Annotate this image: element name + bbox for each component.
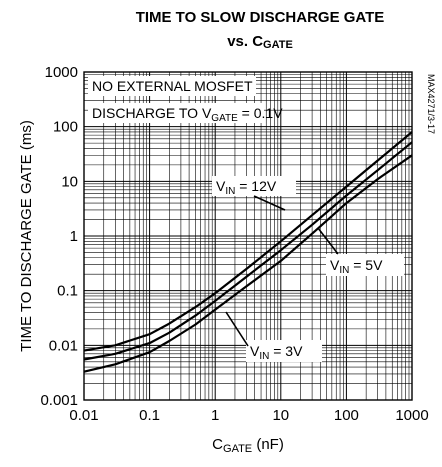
x-tick-label: 0.01	[69, 407, 98, 424]
x-tick-label: 10	[272, 407, 289, 424]
series-line-0	[83, 131, 413, 352]
chart-title-line-2: vs. CGATE	[227, 33, 293, 51]
series-lines	[83, 131, 413, 373]
series-label-0: VIN = 12V	[216, 178, 277, 197]
y-tick-label: 0.001	[40, 392, 78, 409]
annotation-no-external-mosfet: NO EXTERNAL MOSFET	[92, 78, 253, 94]
series-line-2	[83, 154, 413, 373]
annotation-box-discharge	[88, 103, 264, 123]
series-label-box-1	[326, 254, 404, 276]
annotations: NO EXTERNAL MOSFET DISCHARGE TO VGATE = 0…	[88, 74, 436, 362]
y-tick-label: 1000	[45, 64, 78, 81]
x-tick-label: 100	[334, 407, 359, 424]
series-label-2: VIN = 3V	[250, 343, 303, 362]
series-leader-line-0	[253, 195, 286, 211]
x-axis-label: CGATE (nF)	[212, 436, 284, 455]
chart-title-line-1: TIME TO SLOW DISCHARGE GATE	[136, 9, 385, 26]
x-tick-label: 1000	[395, 407, 428, 424]
series-label-box-0	[212, 176, 296, 196]
y-tick-label: 10	[61, 173, 78, 190]
annotation-box-no-mosfet	[88, 76, 256, 96]
series-label-box-2	[246, 340, 322, 362]
series-leader-line-2	[225, 311, 249, 347]
plot-frame	[83, 71, 413, 401]
annotation-discharge-to-vgate: DISCHARGE TO VGATE = 0.1V	[92, 105, 283, 124]
x-tick-label: 1	[211, 407, 219, 424]
series-leader-line-1	[317, 227, 339, 255]
y-tick-label: 0.1	[57, 283, 78, 300]
y-axis-label: TIME TO DISCHARGE GATE (ms)	[18, 120, 35, 352]
y-tick-label: 1	[70, 228, 78, 245]
y-tick-label: 100	[53, 119, 78, 136]
series-line-1	[83, 141, 413, 361]
y-tick-label: 0.01	[49, 337, 78, 354]
part-number-label: MAX4271/3-17	[426, 74, 436, 134]
series-label-1: VIN = 5V	[330, 257, 383, 276]
x-tick-label: 0.1	[139, 407, 160, 424]
